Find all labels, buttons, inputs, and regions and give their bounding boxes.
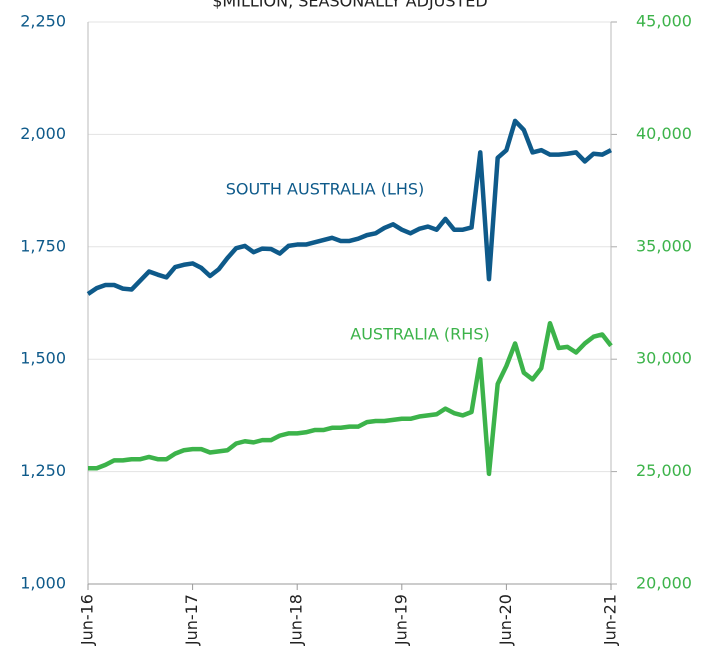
series-label: SOUTH AUSTRALIA (LHS) [226, 180, 425, 199]
y2-tick-label: 45,000 [636, 12, 692, 31]
x-tick-label: Jun-19 [391, 594, 410, 646]
chart-title: $MILLION, SEASONALLY ADJUSTED [212, 0, 487, 11]
y2-tick-label: 35,000 [636, 236, 692, 255]
y2-tick-label: 40,000 [636, 124, 692, 143]
x-tick-label: Jun-21 [601, 594, 620, 646]
x-tick-label: Jun-20 [496, 594, 515, 646]
series-line [86, 118, 613, 296]
y-tick-label: 1,500 [20, 349, 66, 368]
y2-tick-label: 30,000 [636, 349, 692, 368]
y-tick-label: 2,250 [20, 12, 66, 31]
y-tick-label: 1,250 [20, 461, 66, 480]
series-line [88, 320, 613, 477]
x-tick-label: Jun-17 [182, 594, 201, 646]
y-tick-label: 1,750 [20, 236, 66, 255]
y-tick-label: 2,000 [20, 124, 66, 143]
y2-tick-label: 25,000 [636, 461, 692, 480]
series-label: AUSTRALIA (RHS) [350, 325, 489, 344]
x-tick-label: Jun-16 [78, 594, 97, 646]
x-tick-label: Jun-18 [287, 594, 306, 646]
y-tick-label: 1,000 [20, 574, 66, 593]
y2-tick-label: 20,000 [636, 574, 692, 593]
